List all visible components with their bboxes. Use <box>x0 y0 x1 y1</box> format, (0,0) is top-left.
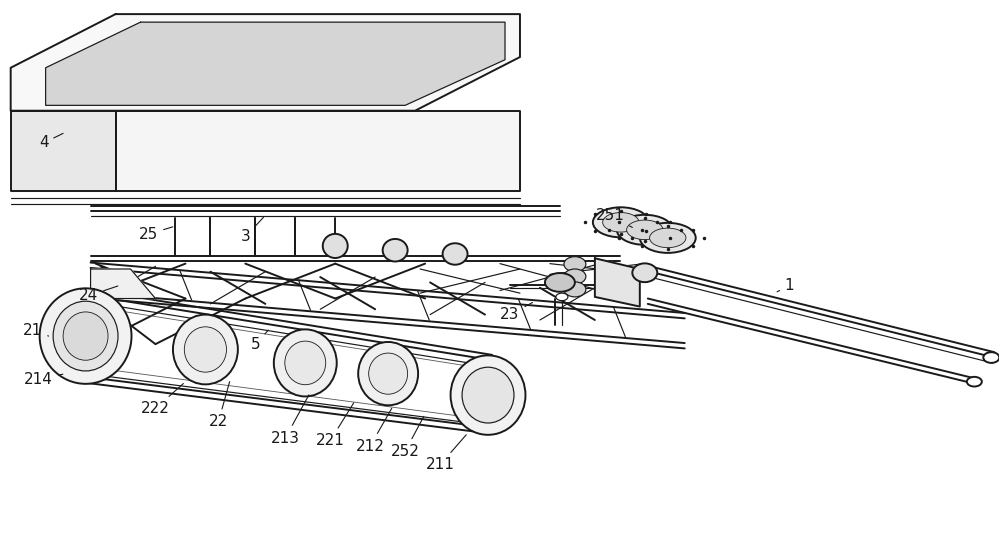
Text: 252: 252 <box>391 416 424 459</box>
Polygon shape <box>46 22 505 105</box>
Text: 212: 212 <box>356 408 392 454</box>
Polygon shape <box>595 258 640 307</box>
Ellipse shape <box>564 282 586 297</box>
Polygon shape <box>116 111 520 191</box>
Polygon shape <box>11 111 116 191</box>
Ellipse shape <box>983 352 999 363</box>
Text: 221: 221 <box>316 403 354 448</box>
Ellipse shape <box>173 315 238 384</box>
Ellipse shape <box>593 207 649 237</box>
Ellipse shape <box>462 367 514 423</box>
Text: 214: 214 <box>24 372 63 386</box>
Ellipse shape <box>603 213 639 232</box>
Ellipse shape <box>640 223 696 253</box>
Ellipse shape <box>556 293 568 301</box>
Text: 3: 3 <box>240 217 263 244</box>
Ellipse shape <box>545 273 575 292</box>
Text: 211: 211 <box>426 435 466 472</box>
Text: 22: 22 <box>209 381 230 429</box>
Text: 1: 1 <box>777 278 794 293</box>
Polygon shape <box>11 14 520 111</box>
Text: 213: 213 <box>271 395 309 445</box>
Ellipse shape <box>63 312 108 360</box>
Ellipse shape <box>451 356 525 435</box>
Text: 24: 24 <box>79 286 118 303</box>
Ellipse shape <box>369 353 408 394</box>
Text: 4: 4 <box>39 133 63 151</box>
Ellipse shape <box>564 257 586 272</box>
Ellipse shape <box>650 228 686 247</box>
Ellipse shape <box>274 329 337 397</box>
Text: 5: 5 <box>251 330 268 352</box>
Ellipse shape <box>358 342 418 405</box>
Ellipse shape <box>285 341 326 385</box>
Polygon shape <box>91 269 155 299</box>
Ellipse shape <box>564 269 586 284</box>
Ellipse shape <box>967 377 982 386</box>
Ellipse shape <box>443 243 468 265</box>
Ellipse shape <box>40 288 132 384</box>
Text: 23: 23 <box>500 302 533 322</box>
Ellipse shape <box>632 264 657 282</box>
Text: 21: 21 <box>23 323 49 338</box>
Text: 25: 25 <box>139 226 173 242</box>
Ellipse shape <box>627 220 663 239</box>
Ellipse shape <box>617 215 673 245</box>
Text: 251: 251 <box>595 208 632 228</box>
Ellipse shape <box>323 234 348 258</box>
Ellipse shape <box>184 327 227 372</box>
Ellipse shape <box>383 239 408 261</box>
Text: 222: 222 <box>141 384 183 416</box>
Ellipse shape <box>53 301 118 371</box>
